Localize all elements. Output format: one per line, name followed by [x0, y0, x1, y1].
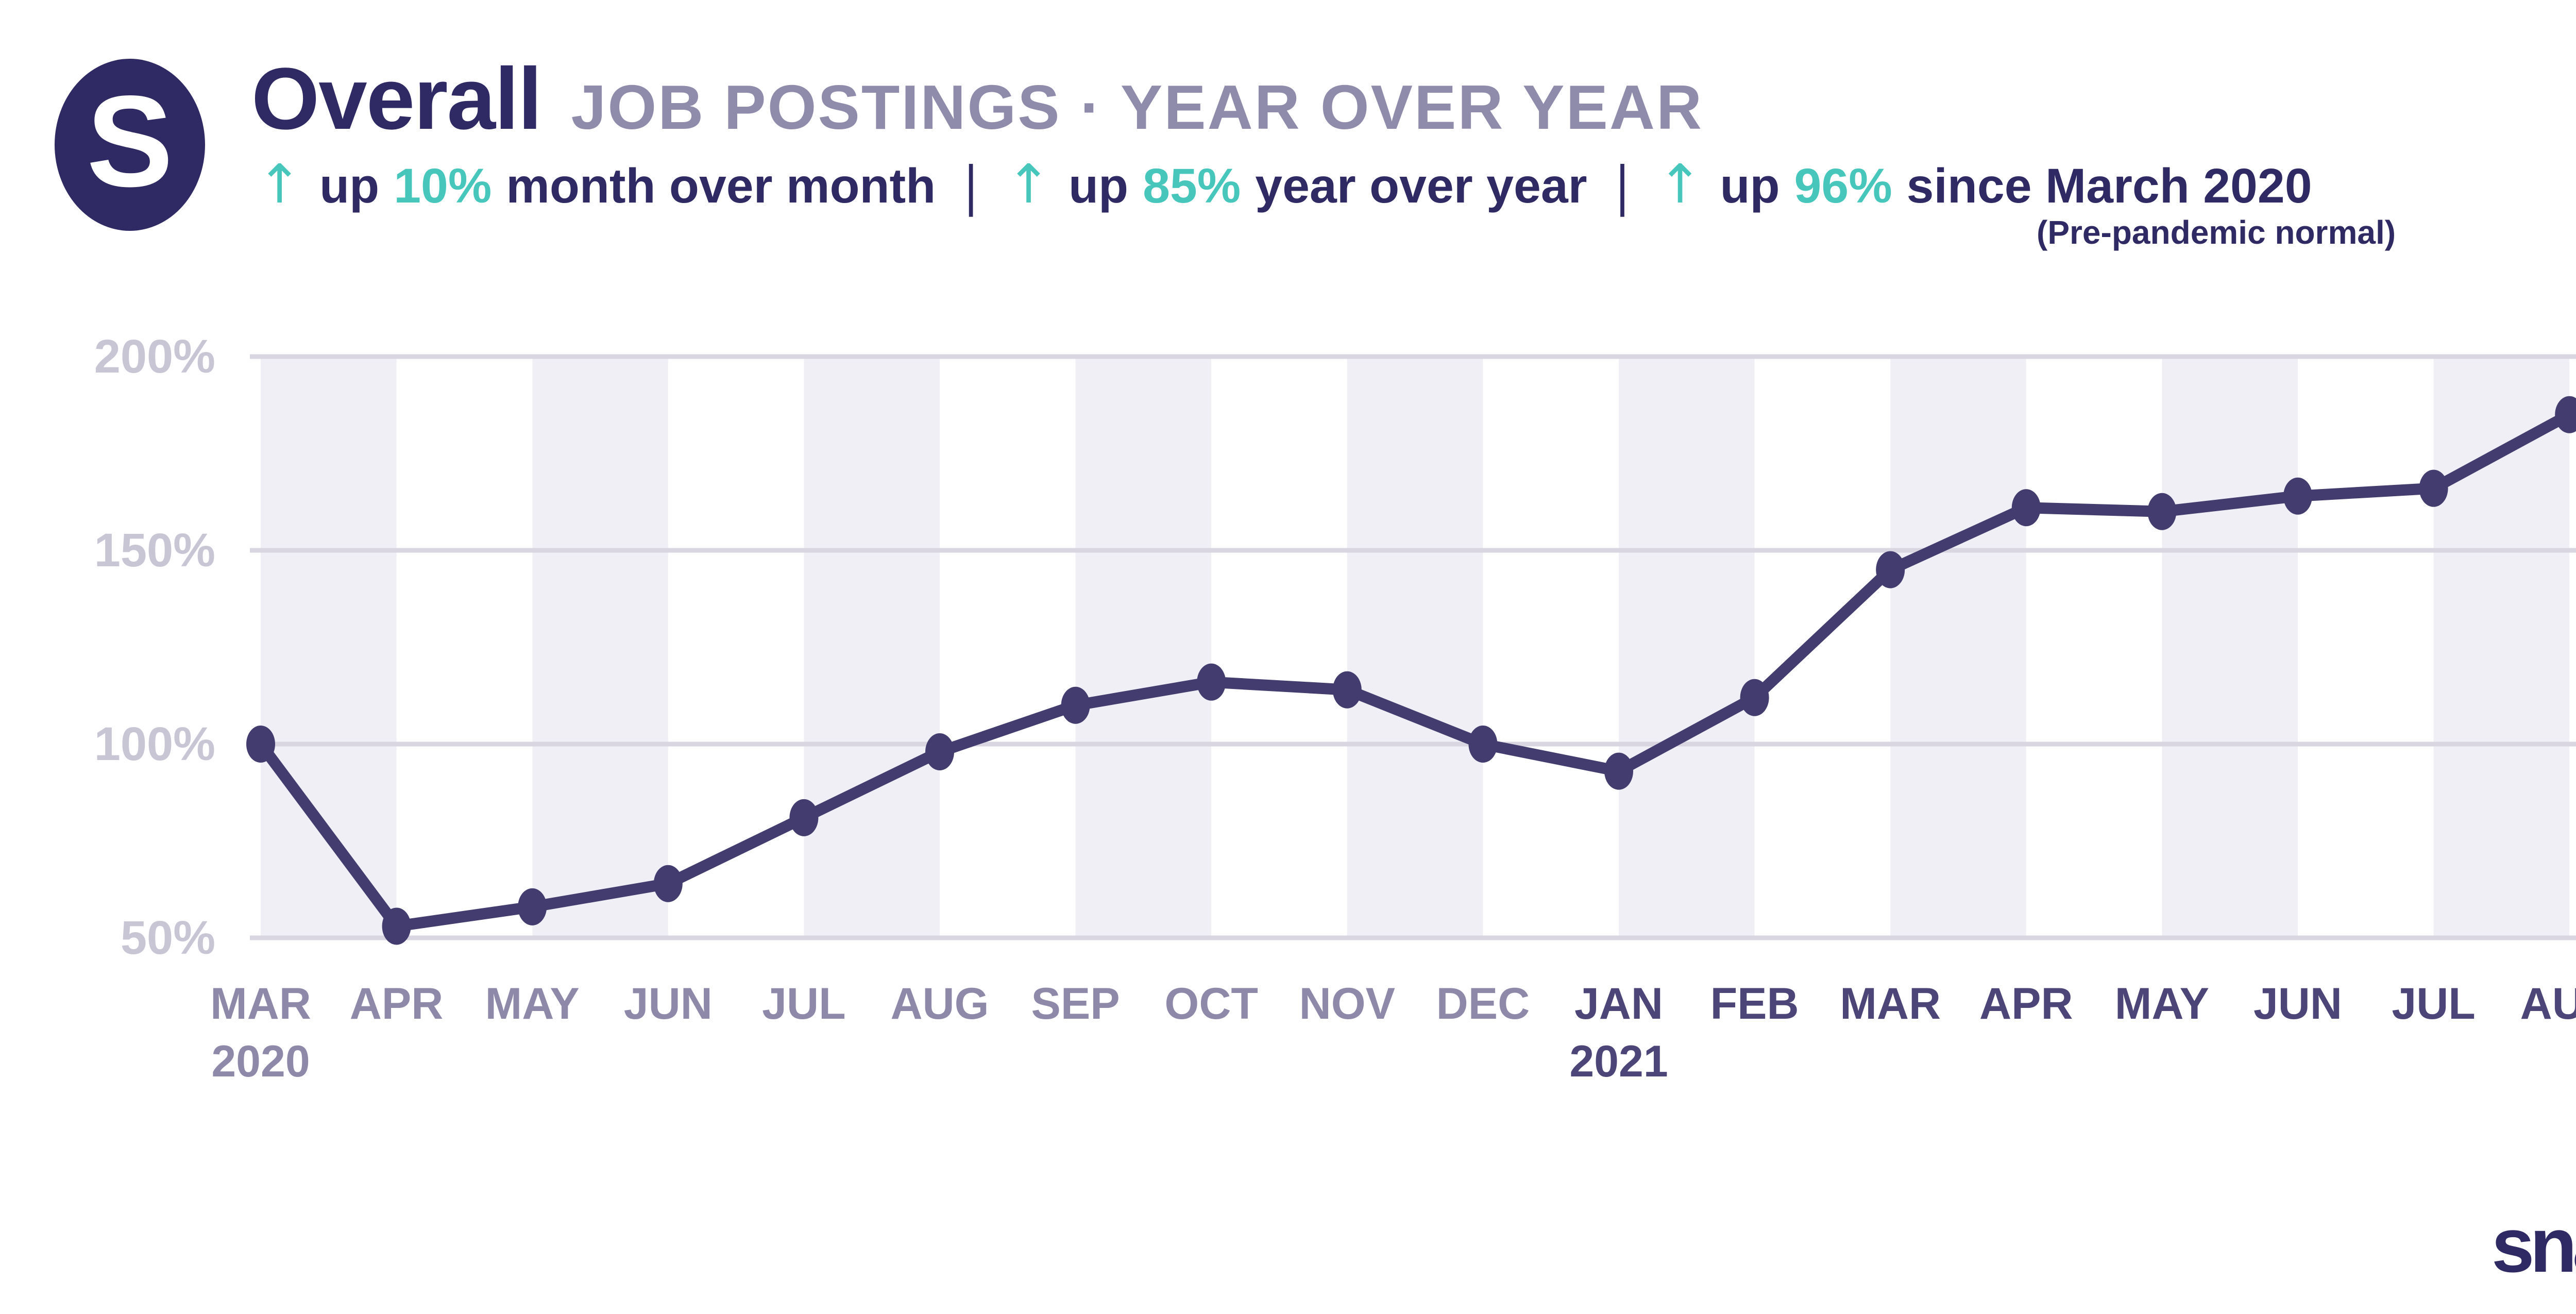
stat-value-since-march: 96%	[1794, 159, 1892, 213]
x-axis-label: OCT	[1164, 979, 1258, 1029]
data-point	[2555, 396, 2576, 433]
y-axis-label: 150%	[94, 524, 215, 577]
x-axis-label: MAY	[2115, 979, 2209, 1029]
stat-value-mom: 10%	[394, 159, 492, 213]
data-point	[2147, 493, 2177, 530]
data-point	[1332, 671, 1362, 709]
x-axis-label: MAY	[485, 979, 580, 1029]
x-axis-label: JAN	[1574, 979, 1663, 1029]
stat-prefix: up	[1720, 159, 1780, 213]
data-point	[1740, 679, 1769, 716]
data-point	[1061, 686, 1090, 724]
y-axis-label: 200%	[94, 330, 215, 383]
data-point	[2283, 477, 2312, 515]
stat-suffix-mom: month over month	[506, 159, 936, 213]
y-axis-label: 50%	[121, 912, 215, 964]
data-point	[1876, 551, 1905, 588]
x-axis-year-label: 2020	[211, 1037, 310, 1086]
pre-pandemic-note: (Pre-pandemic normal)	[2037, 214, 2396, 251]
x-axis-label: NOV	[1299, 979, 1395, 1029]
x-axis-label: MAR	[210, 979, 311, 1029]
x-axis-label: APR	[1979, 979, 2073, 1029]
month-band	[2162, 357, 2298, 938]
month-band	[804, 357, 940, 938]
data-point	[518, 888, 547, 925]
data-point	[925, 733, 954, 771]
up-arrow-icon: ↑	[257, 153, 302, 215]
x-axis-label: JUN	[624, 979, 713, 1029]
stat-prefix: up	[319, 159, 380, 213]
x-axis-label: JUN	[2253, 979, 2342, 1029]
x-axis-label: JUL	[762, 979, 845, 1029]
data-point	[2011, 489, 2041, 527]
month-band	[532, 357, 668, 938]
stat-suffix-since-march: since March 2020	[1906, 159, 2312, 213]
x-axis-label: FEB	[1710, 979, 1799, 1029]
up-arrow-icon: ↑	[1006, 153, 1052, 215]
month-band	[261, 357, 397, 938]
data-point	[653, 865, 683, 902]
data-point	[1197, 663, 1226, 701]
stat-prefix: up	[1069, 159, 1129, 213]
page-title: Overall	[251, 50, 542, 148]
data-point	[1604, 752, 1633, 790]
x-axis-label: JUL	[2392, 979, 2475, 1029]
stat-suffix-yoy: year over year	[1255, 159, 1587, 213]
logo-letter-icon: S	[86, 69, 174, 214]
up-arrow-icon: ↑	[1657, 153, 1703, 215]
brand-text: snagajob	[2492, 1202, 2576, 1288]
x-axis-label: AUG	[890, 979, 989, 1029]
title-row: Overall JOB POSTINGS · YEAR OVER YEAR	[251, 48, 1703, 149]
month-band	[2433, 357, 2570, 938]
month-band	[1347, 357, 1483, 938]
x-axis-year-label: 2021	[1569, 1037, 1668, 1086]
month-band	[1075, 357, 1212, 938]
data-point	[2419, 469, 2448, 507]
month-band	[1619, 357, 1755, 938]
data-point	[1468, 726, 1498, 763]
x-axis-label: MAR	[1840, 979, 1941, 1029]
stats-row: ↑ up 10% month over month | ↑ up 85% yea…	[257, 153, 2312, 217]
x-axis-label: AUG	[2520, 979, 2576, 1029]
stat-value-yoy: 85%	[1143, 159, 1241, 213]
month-band	[1890, 357, 2026, 938]
stat-separator: |	[964, 154, 977, 217]
y-axis-label: 100%	[94, 718, 215, 770]
snagajob-logo-badge: S	[55, 59, 205, 231]
stat-separator: |	[1616, 154, 1629, 217]
x-axis-label: SEP	[1031, 979, 1120, 1029]
x-axis-label: DEC	[1436, 979, 1530, 1029]
data-point	[382, 907, 411, 945]
data-point	[246, 726, 275, 763]
x-axis-label: APR	[350, 979, 444, 1029]
data-point	[789, 799, 819, 836]
snagajob-wordmark: snagajob®	[2492, 1201, 2576, 1290]
page-title-suffix: JOB POSTINGS · YEAR OVER YEAR	[571, 72, 1704, 142]
